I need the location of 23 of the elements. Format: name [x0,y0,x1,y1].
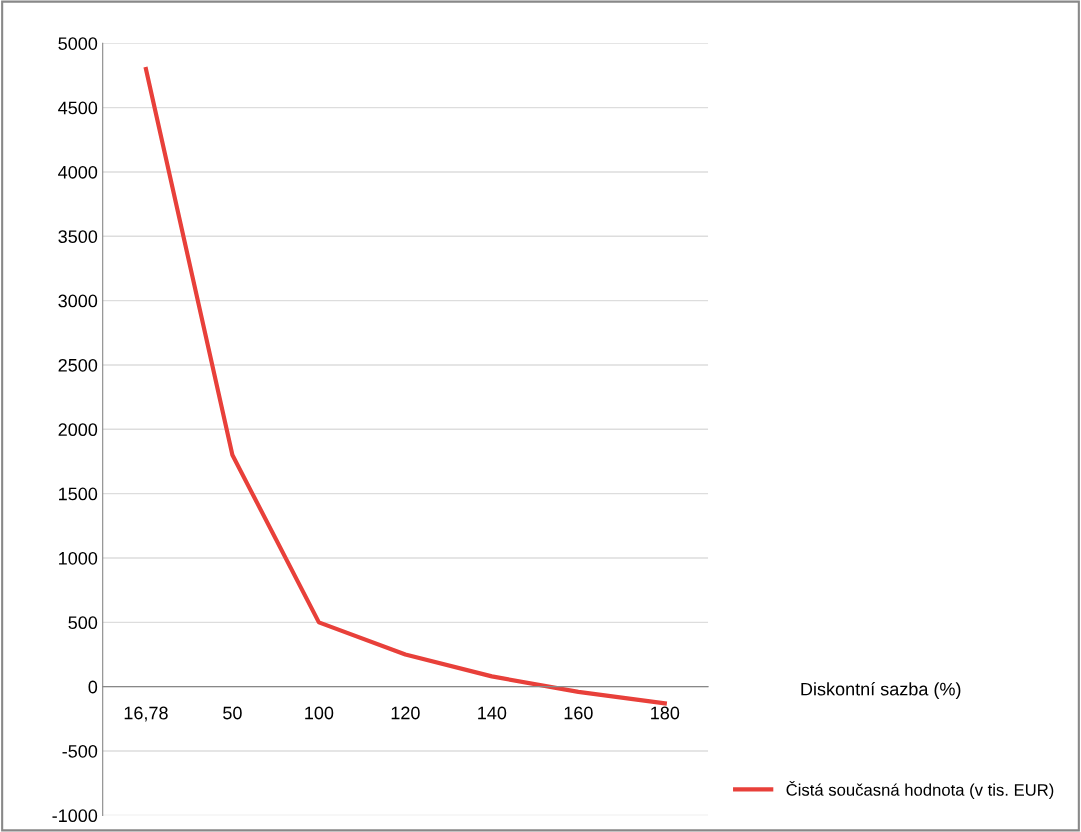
text: Diskontní sazba (%) [801,682,961,700]
legend-label: Čistá současná hodnota (v tis. EUR) [786,781,1054,800]
y-tick-label: -1000 [52,809,98,823]
x-tick-label: 50 [223,706,242,720]
y-tick-label: 2500 [58,358,98,372]
x-tick-label: 16,78 [124,706,168,722]
line-series [143,66,667,706]
x-tick-label: 180 [651,706,680,720]
y-tick-label: 5000 [58,37,98,50]
x-tick-label: 140 [478,706,507,720]
y-tick-label: 4000 [58,165,98,179]
y-tick-label: -500 [62,744,98,758]
y-tick-label: 0 [88,680,98,694]
y-tick-label: 1000 [59,551,98,565]
y-tick-label: 500 [68,616,98,630]
y-tick-label: 3500 [58,230,98,244]
x-tick-label: 160 [564,706,593,720]
x-tick-label: 100 [305,706,334,720]
y-tick-label: 1500 [59,487,98,501]
y-tick-label: 4500 [58,101,98,115]
y-tick-label: 3000 [58,294,98,308]
x-tick-label: 120 [391,706,420,720]
y-tick-label: 2000 [58,423,98,437]
